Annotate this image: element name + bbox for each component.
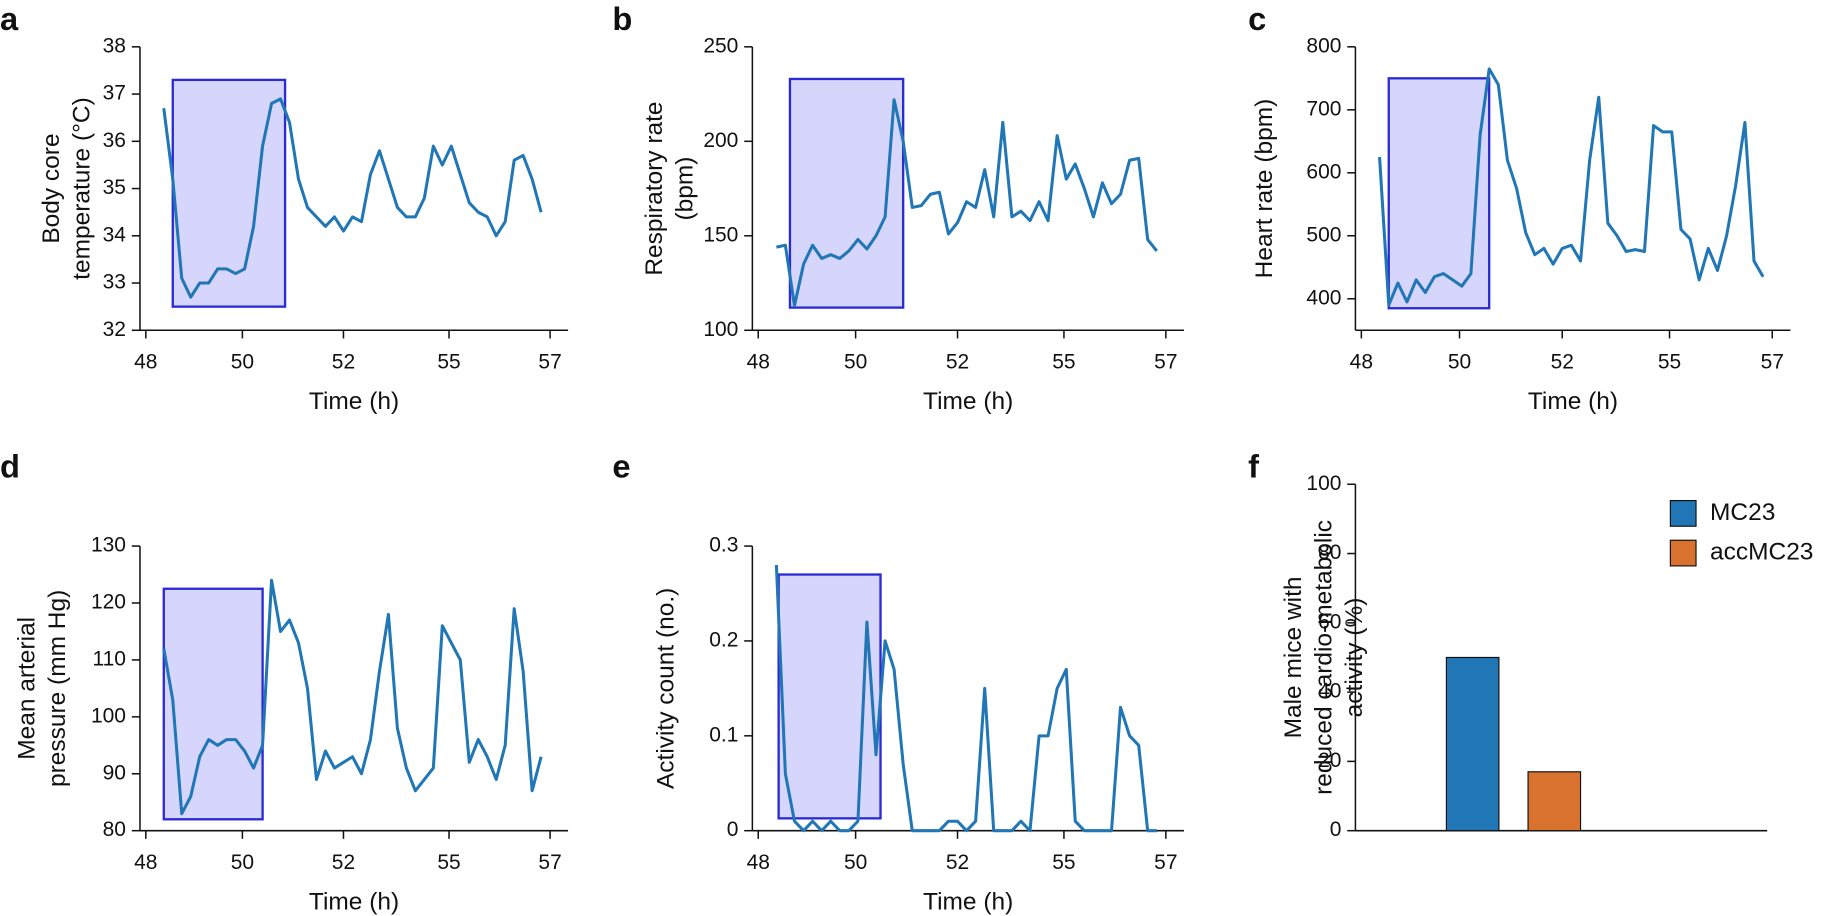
x-tick-label: 52 bbox=[1551, 350, 1574, 373]
x-axis-label: Time (h) bbox=[309, 888, 399, 915]
y-tick-label: 400 bbox=[1306, 286, 1341, 309]
x-axis-label: Time (h) bbox=[309, 388, 399, 415]
y-axis-label: (bpm) bbox=[671, 157, 698, 221]
y-axis-label: reduced cardio-metabolic bbox=[1311, 520, 1338, 795]
x-tick-label: 48 bbox=[747, 350, 770, 373]
x-tick-label: 50 bbox=[231, 851, 254, 874]
y-axis-label: Body core bbox=[38, 133, 65, 243]
legend-label: MC23 bbox=[1710, 499, 1775, 526]
panel-letter: f bbox=[1248, 448, 1259, 485]
y-tick-label: 32 bbox=[103, 318, 126, 341]
y-tick-label: 250 bbox=[703, 34, 738, 57]
x-tick-label: 57 bbox=[1154, 350, 1177, 373]
x-tick-label: 52 bbox=[946, 350, 969, 373]
series-line bbox=[1378, 67, 1765, 307]
y-axis-label: activity (%) bbox=[1341, 598, 1368, 718]
y-axis-label: Male mice with bbox=[1280, 577, 1307, 739]
series-line bbox=[776, 98, 1158, 308]
x-tick-label: 50 bbox=[844, 350, 867, 373]
y-axis-label: Activity count (no.) bbox=[653, 588, 680, 789]
x-tick-label: 55 bbox=[1052, 350, 1075, 373]
highlight-box bbox=[777, 573, 882, 820]
x-tick-label: 50 bbox=[231, 350, 254, 373]
x-tick-label: 48 bbox=[134, 851, 157, 874]
y-tick-label: 80 bbox=[103, 818, 126, 841]
y-tick-label: 0.3 bbox=[709, 534, 738, 557]
y-tick-label: 100 bbox=[91, 704, 126, 727]
panel-letter: e bbox=[612, 448, 630, 485]
x-tick-label: 57 bbox=[538, 350, 561, 373]
y-tick-label: 0 bbox=[727, 818, 739, 841]
panel-letter: a bbox=[0, 0, 19, 37]
y-tick-label: 34 bbox=[103, 223, 127, 246]
y-tick-label: 120 bbox=[91, 591, 126, 614]
y-axis-label: Respiratory rate bbox=[641, 101, 668, 275]
y-tick-label: 0 bbox=[1330, 818, 1342, 841]
y-tick-label: 150 bbox=[703, 223, 738, 246]
series-line bbox=[162, 97, 543, 299]
y-tick-label: 80 bbox=[1318, 541, 1341, 564]
series-line bbox=[162, 578, 543, 816]
x-tick-label: 55 bbox=[1052, 851, 1075, 874]
x-tick-label: 50 bbox=[844, 851, 867, 874]
y-axis-label: temperature (°C) bbox=[68, 97, 95, 280]
y-tick-label: 38 bbox=[103, 34, 126, 57]
y-tick-label: 36 bbox=[103, 129, 126, 152]
x-tick-label: 48 bbox=[1350, 350, 1373, 373]
x-tick-label: 52 bbox=[332, 350, 355, 373]
x-tick-label: 48 bbox=[134, 350, 157, 373]
x-tick-label: 55 bbox=[437, 851, 460, 874]
y-tick-label: 800 bbox=[1306, 34, 1341, 57]
y-tick-label: 600 bbox=[1306, 160, 1341, 183]
x-tick-label: 57 bbox=[1761, 350, 1784, 373]
series-line bbox=[774, 565, 1157, 833]
y-tick-label: 35 bbox=[103, 176, 126, 199]
x-tick-label: 57 bbox=[1154, 851, 1177, 874]
y-tick-label: 60 bbox=[1318, 610, 1341, 633]
y-tick-label: 0.1 bbox=[709, 723, 738, 746]
x-axis-label: Time (h) bbox=[1528, 388, 1618, 415]
y-tick-label: 20 bbox=[1318, 749, 1341, 772]
x-axis-label: Time (h) bbox=[923, 888, 1013, 915]
y-tick-label: 130 bbox=[91, 534, 126, 557]
y-tick-label: 37 bbox=[103, 82, 126, 105]
x-tick-label: 55 bbox=[437, 350, 460, 373]
legend-swatch bbox=[1669, 499, 1697, 527]
x-tick-label: 50 bbox=[1448, 350, 1471, 373]
bar bbox=[1445, 656, 1500, 832]
y-tick-label: 33 bbox=[103, 271, 126, 294]
x-tick-label: 55 bbox=[1658, 350, 1681, 373]
panel-letter: b bbox=[612, 0, 632, 37]
y-axis-label: Mean arterial bbox=[13, 617, 40, 760]
y-axis-label: Heart rate (bpm) bbox=[1251, 99, 1278, 279]
y-axis-label: pressure (mm Hg) bbox=[44, 590, 71, 787]
y-tick-label: 110 bbox=[93, 647, 126, 670]
y-tick-label: 40 bbox=[1318, 680, 1341, 703]
panel-letter: c bbox=[1248, 0, 1266, 37]
x-tick-label: 57 bbox=[538, 851, 561, 874]
y-tick-label: 90 bbox=[103, 761, 126, 784]
x-axis-label: Time (h) bbox=[923, 388, 1013, 415]
x-tick-label: 52 bbox=[946, 851, 969, 874]
bar bbox=[1527, 771, 1582, 832]
y-tick-label: 0.2 bbox=[709, 628, 738, 651]
y-tick-label: 100 bbox=[1306, 472, 1341, 495]
y-tick-label: 100 bbox=[703, 318, 738, 341]
legend-swatch bbox=[1669, 539, 1697, 567]
x-tick-label: 52 bbox=[332, 851, 355, 874]
y-tick-label: 700 bbox=[1306, 97, 1341, 120]
legend-label: accMC23 bbox=[1710, 539, 1813, 566]
x-tick-label: 48 bbox=[747, 851, 770, 874]
panel-letter: d bbox=[0, 448, 20, 485]
highlight-box bbox=[788, 77, 905, 309]
y-tick-label: 200 bbox=[703, 129, 738, 152]
y-tick-label: 500 bbox=[1306, 223, 1341, 246]
